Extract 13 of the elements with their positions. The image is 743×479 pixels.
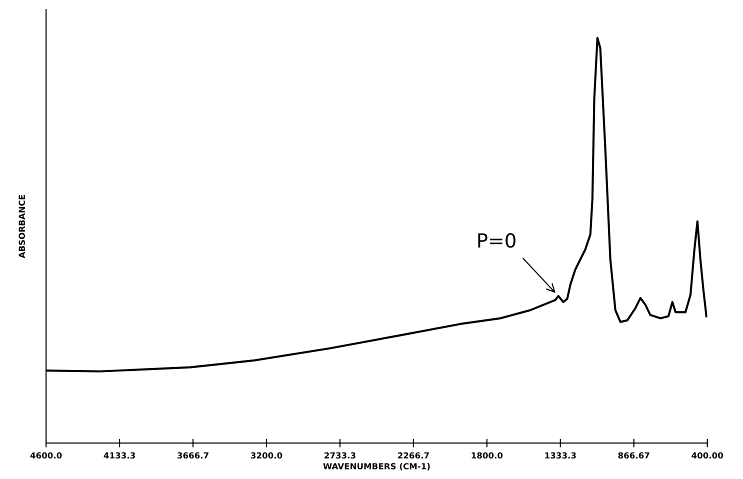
x-tick-label: 4600.0: [30, 452, 62, 459]
x-tick-label: 3200.0: [250, 452, 282, 459]
y-axis-title: ABSORBANCE: [18, 194, 26, 258]
x-tick-label: 400.00: [692, 452, 724, 459]
x-tick-label: 2266.7: [398, 452, 429, 459]
x-tick-label: 866.67: [618, 452, 650, 459]
x-tick-label: 1800.0: [472, 452, 503, 459]
x-axis-title: WAVENUMBERS (CM-1): [323, 462, 430, 470]
x-tick-label: 3666.7: [177, 452, 208, 459]
x-tick-label: 1333.3: [545, 452, 576, 459]
annotation: P=0: [478, 233, 516, 248]
x-tick-label: 4133.3: [104, 452, 135, 459]
x-tick-label: 2733.3: [324, 452, 356, 459]
